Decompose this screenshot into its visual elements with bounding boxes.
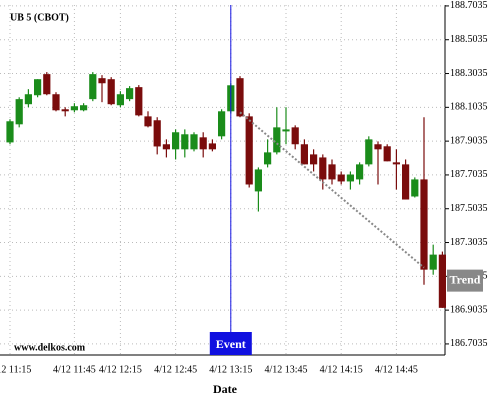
candle-body — [392, 162, 400, 165]
candle-body — [43, 74, 51, 95]
candle-body — [6, 121, 14, 143]
candle-body — [24, 94, 32, 105]
candle-body — [291, 127, 299, 145]
x-tick-label: 4/12 12:15 — [99, 364, 142, 375]
candle-body — [89, 74, 97, 100]
candle-body — [15, 99, 23, 125]
y-tick-label: 188.7035 — [450, 0, 488, 11]
candle-body — [172, 132, 180, 150]
x-tick-label: 4/12 13:45 — [264, 364, 307, 375]
y-tick-label: 187.3035 — [450, 237, 488, 248]
candle-body — [254, 169, 262, 192]
candle-body — [116, 94, 124, 106]
candle-body — [199, 137, 207, 150]
candle-body — [245, 116, 253, 185]
candle-body — [70, 106, 78, 111]
x-tick-label: 4/12 14:45 — [375, 364, 418, 375]
candle-body — [107, 79, 115, 105]
candle-body — [34, 79, 42, 96]
event-label-box — [209, 332, 252, 355]
x-tick-label: 4/12 11:45 — [53, 364, 96, 375]
candle-body — [310, 154, 318, 165]
candle-body — [236, 78, 244, 117]
candle-body — [346, 174, 354, 182]
candle-body — [264, 152, 272, 165]
candle-body — [300, 144, 308, 165]
candle-body — [356, 164, 364, 180]
candle-body — [383, 146, 391, 162]
x-tick-label: 4/12 11:15 — [0, 364, 31, 375]
candle-body — [126, 88, 134, 100]
trend-label: Trend — [450, 272, 481, 286]
candle-body — [162, 144, 170, 150]
candle-body — [52, 94, 60, 111]
candle-body — [365, 139, 373, 165]
y-tick-label: 187.9035 — [450, 135, 488, 146]
x-axis-label: Date — [213, 382, 238, 396]
watermark: www.delkos.com — [14, 342, 86, 353]
candle-body — [402, 164, 410, 200]
y-tick-label: 187.7035 — [450, 169, 488, 180]
event-label: Event — [216, 337, 246, 351]
candle-body — [420, 179, 428, 270]
candle-body — [438, 254, 446, 308]
candle-body — [411, 179, 419, 197]
y-tick-label: 188.5035 — [450, 34, 488, 45]
candle-body — [218, 111, 226, 137]
x-tick-label: 4/12 13:15 — [209, 364, 252, 375]
trend-line — [239, 111, 425, 269]
candle-body — [181, 134, 189, 150]
y-tick-label: 188.3035 — [450, 68, 488, 79]
y-tick-label: 186.9035 — [450, 304, 488, 315]
candle-body — [337, 174, 345, 182]
candle-body — [135, 87, 143, 116]
candle-body — [374, 144, 382, 150]
candle-body — [144, 116, 152, 127]
y-tick-label: 186.7035 — [450, 338, 488, 349]
candle-body — [319, 157, 327, 180]
x-tick-label: 4/12 12:45 — [154, 364, 197, 375]
candle-body — [208, 143, 216, 150]
candle-body — [328, 164, 336, 180]
candle-body — [61, 109, 69, 112]
candle-body — [98, 78, 106, 84]
x-tick-label: 4/12 14:15 — [320, 364, 363, 375]
candle-body — [273, 127, 281, 153]
candle-body — [282, 129, 290, 132]
candle-body — [153, 120, 161, 147]
candle-body — [80, 105, 88, 111]
chart-title: UB 5 (CBOT) — [10, 12, 69, 23]
candle-body — [429, 254, 437, 270]
y-tick-label: 187.5035 — [450, 203, 488, 214]
y-tick-label: 188.1035 — [450, 102, 488, 113]
trend-label-box — [447, 269, 483, 292]
candle-body — [190, 134, 198, 150]
